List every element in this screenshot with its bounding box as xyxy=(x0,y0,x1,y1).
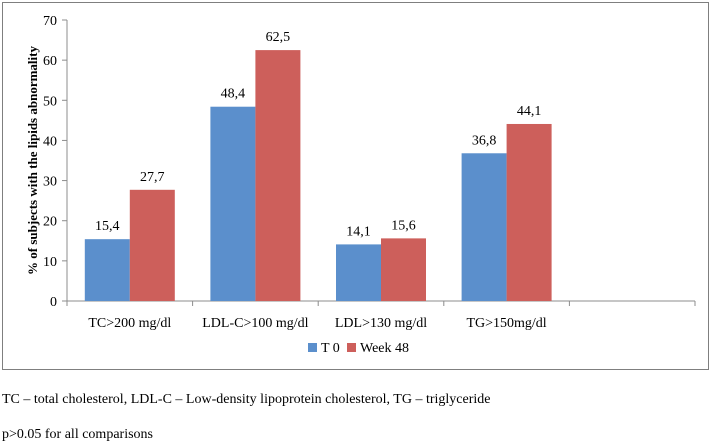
y-tick-label: 70 xyxy=(43,14,57,29)
legend-label-week48: Week 48 xyxy=(360,341,409,356)
y-tick-label: 0 xyxy=(50,295,57,310)
data-label-week48-4: 44,1 xyxy=(517,104,542,119)
y-tick-label: 30 xyxy=(43,175,57,190)
x-tick-label: TG>150mg/dl xyxy=(466,316,546,331)
bar-t0-4 xyxy=(461,153,507,301)
legend-swatch-t0 xyxy=(308,343,317,352)
caption-abbreviations: TC – total cholesterol, LDL-C – Low-dens… xyxy=(2,392,491,407)
y-tick-label: 20 xyxy=(43,215,57,230)
data-label-t0-3: 14,1 xyxy=(346,224,371,239)
data-label-t0-2: 48,4 xyxy=(221,87,246,102)
bar-t0-2 xyxy=(210,106,256,301)
data-label-week48-3: 15,6 xyxy=(391,218,416,233)
x-tick-label: LDL>130 mg/dl xyxy=(335,316,427,331)
bar-chart: 0 10 20 30 40 50 60 70 % of subjects with the li… xyxy=(25,14,696,356)
y-axis-label: % of subjects with the lipids abnormalit… xyxy=(25,46,40,275)
y-tick-label: 40 xyxy=(43,134,57,149)
bar-t0-3 xyxy=(336,244,381,301)
bar-week48-4 xyxy=(506,123,552,301)
data-label-t0-1: 15,4 xyxy=(95,219,120,234)
x-tick-label: LDL-C>100 mg/dl xyxy=(202,316,308,331)
caption-significance: p>0.05 for all comparisons xyxy=(2,427,153,442)
x-tick-label: TC>200 mg/dl xyxy=(88,316,171,331)
y-tick-label: 60 xyxy=(43,54,57,69)
data-label-week48-1: 27,7 xyxy=(140,170,165,185)
legend-label-t0: T 0 xyxy=(321,341,340,356)
y-tick-label: 50 xyxy=(43,94,57,109)
data-label-t0-4: 36,8 xyxy=(472,133,497,148)
legend-swatch-week48 xyxy=(347,343,356,352)
bar-t0-1 xyxy=(84,239,130,301)
data-label-week48-2: 62,5 xyxy=(266,30,291,45)
chart-frame xyxy=(2,2,709,370)
bar-week48-3 xyxy=(381,238,426,301)
bar-week48-1 xyxy=(129,189,175,301)
y-tick-label: 10 xyxy=(43,255,57,270)
bar-week48-2 xyxy=(255,50,301,301)
